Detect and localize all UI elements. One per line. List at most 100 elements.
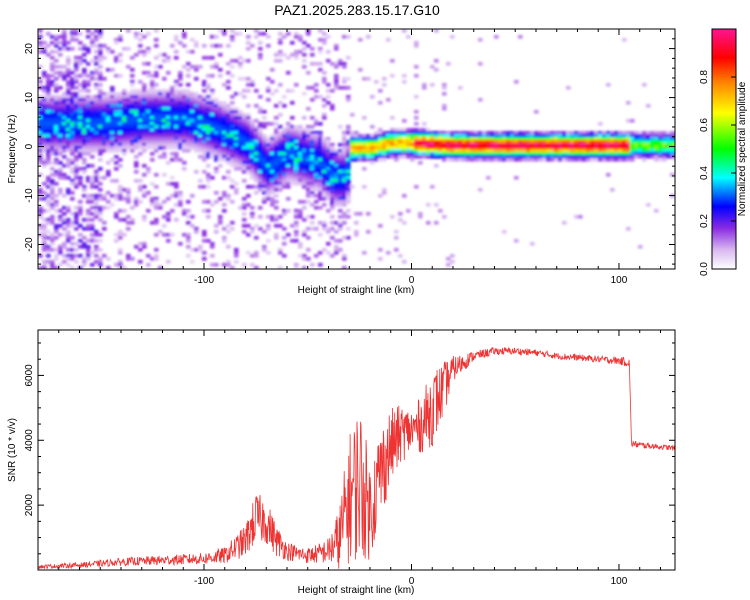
spectrogram-cell: [206, 98, 211, 102]
spectrogram-cell: [650, 149, 655, 153]
spectrogram-cell: [54, 128, 59, 132]
spectrogram-cell: [342, 173, 347, 177]
spectrogram-cell: [198, 128, 203, 132]
spectrogram-cell: [642, 149, 647, 153]
spectrogram-cell: [62, 155, 67, 159]
spectrogram-cell: [414, 74, 419, 78]
spectrogram-cell: [434, 131, 439, 135]
spectrogram-cell: [290, 149, 295, 153]
spectrogram-cell: [126, 254, 131, 258]
spectrogram-cell: [294, 155, 299, 159]
spectrogram-cell: [150, 134, 155, 138]
spectrogram-cell: [290, 146, 295, 150]
spectrogram-cell: [206, 155, 211, 159]
spectrogram-cell: [70, 191, 75, 195]
spectrogram-cell: [218, 107, 223, 111]
spectrogram-cell: [202, 170, 207, 174]
spectrogram-cell: [50, 80, 55, 84]
spectrogram-cell: [142, 113, 147, 117]
spectrogram-cell: [142, 116, 147, 120]
spectrogram-cell: [386, 38, 391, 42]
spectrogram-cell: [70, 110, 75, 114]
spectrogram-cell: [126, 92, 131, 96]
spectrogram-cell: [102, 149, 107, 153]
spectrogram-cell: [462, 149, 467, 153]
spectrogram-cell: [254, 29, 259, 33]
spectrogram-cell: [78, 59, 83, 63]
spectrogram-cell: [346, 185, 351, 189]
spectrogram-cell: [290, 158, 295, 162]
spectrogram-cell: [358, 140, 363, 144]
spectrogram-cell: [274, 59, 279, 63]
spectrogram-cell: [382, 155, 387, 159]
spectrogram-cell: [50, 65, 55, 69]
spectrogram-cell: [562, 131, 567, 135]
spectrogram-cell: [310, 215, 315, 219]
spectrogram-cell: [46, 74, 51, 78]
spectrogram-cell: [322, 77, 327, 81]
spectrogram-cell: [158, 230, 163, 234]
spectrogram-cell: [154, 233, 159, 237]
spectrogram-cell: [74, 182, 79, 186]
spectrogram-cell: [654, 137, 659, 141]
spectrogram-cell: [146, 167, 151, 171]
spectrogram-cell: [66, 140, 71, 144]
spectrogram-cell: [482, 143, 487, 147]
spectrogram-cell: [106, 107, 111, 111]
spectrogram-cell: [154, 122, 159, 126]
spectrogram-cell: [238, 125, 243, 129]
spectrogram-cell: [398, 137, 403, 141]
spectrogram-cell: [170, 176, 175, 180]
spectrogram-cell: [550, 158, 555, 162]
spectrogram-cell: [78, 134, 83, 138]
spectrogram-cell: [178, 110, 183, 114]
spectrogram-cell: [322, 176, 327, 180]
spectrogram-cell: [90, 140, 95, 144]
spectrogram-cell: [174, 218, 179, 222]
spectrogram-cell: [358, 158, 363, 162]
spectrogram-cell: [78, 200, 83, 204]
spectrogram-cell: [286, 89, 291, 93]
spectrogram-cell: [406, 149, 411, 153]
spectrogram-cell: [390, 146, 395, 150]
spectrogram-cell: [70, 248, 75, 252]
spectrogram-cell: [94, 104, 99, 108]
spectrogram-cell: [462, 152, 467, 156]
spectrogram-cell: [194, 146, 199, 150]
spectrogram-cell: [570, 140, 575, 144]
spectrogram-cell: [134, 131, 139, 135]
spectrogram-cell: [486, 176, 491, 180]
spectrogram-cell: [122, 104, 127, 108]
spectrogram-cell: [130, 206, 135, 210]
spectrogram-cell: [350, 131, 355, 135]
spectrogram-cell: [134, 137, 139, 141]
spectrogram-cell: [42, 242, 47, 246]
spectrogram-cell: [254, 173, 259, 177]
spectrogram-cell: [178, 77, 183, 81]
spectrogram-cell: [314, 137, 319, 141]
spectrogram-cell: [150, 98, 155, 102]
spectrogram-cell: [150, 143, 155, 147]
spectrogram-cell: [314, 194, 319, 198]
spectrogram-cell: [46, 137, 51, 141]
spectrogram-cell: [582, 143, 587, 147]
spectrogram-cell: [74, 248, 79, 252]
spectrogram-cell: [246, 149, 251, 153]
spectrogram-cell: [498, 137, 503, 141]
spectrogram-cell: [622, 155, 627, 159]
spectrogram-cell: [42, 125, 47, 129]
spectrogram-cell: [334, 167, 339, 171]
spectrogram-cell: [410, 143, 415, 147]
spectrogram-cell: [94, 197, 99, 201]
snr-x-tick-label: 100: [611, 576, 628, 587]
spectrogram-cell: [98, 152, 103, 156]
spectrogram-cell: [50, 149, 55, 153]
spectrogram-cell: [66, 95, 71, 99]
spectrogram-cell: [146, 134, 151, 138]
spectrogram-cell: [290, 173, 295, 177]
spectrogram-cell: [490, 149, 495, 153]
spectrogram-cell: [194, 68, 199, 72]
spectrogram-cell: [78, 155, 83, 159]
spectrogram-cell: [330, 89, 335, 93]
spectrogram-cell: [514, 158, 519, 162]
